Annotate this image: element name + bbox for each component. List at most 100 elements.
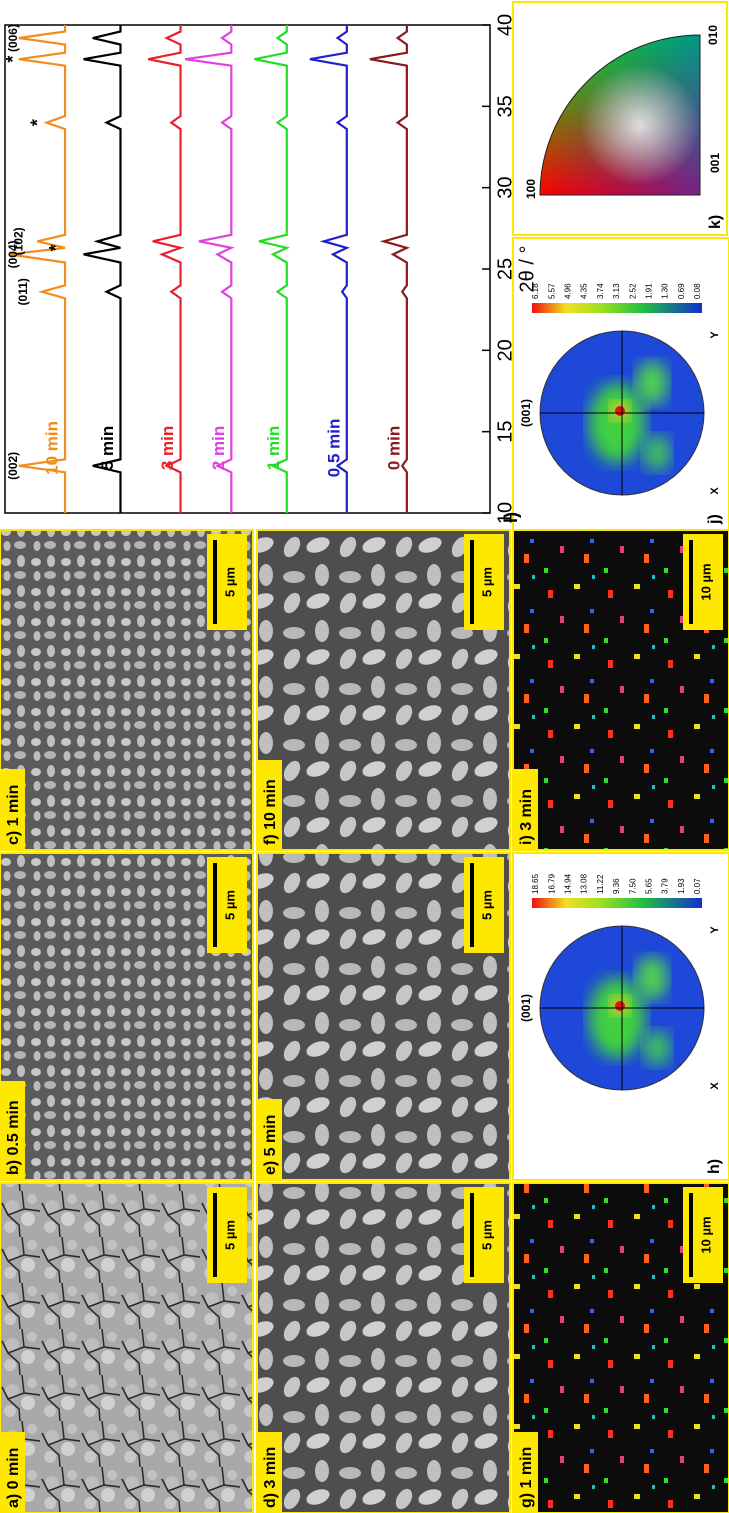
micrograph	[0, 1182, 254, 1513]
xrd-pattern	[83, 25, 122, 513]
peak-label: *	[3, 56, 23, 63]
scale-bar-label: 5 µm	[479, 1220, 494, 1250]
scale-bar-label: 5 µm	[222, 567, 237, 597]
x-tick-label: 10	[494, 502, 516, 524]
density-blob	[636, 956, 668, 1000]
micrograph	[0, 529, 254, 851]
series-label: 5 min	[98, 426, 117, 470]
ipf-corner: 100	[524, 179, 538, 199]
colorbar-label: 1.91	[645, 283, 654, 299]
panel-label: g) 1 min	[518, 1447, 535, 1508]
pole-density	[589, 956, 671, 1066]
colorbar-label: 3.79	[661, 878, 670, 894]
colorbar-label: 16.79	[547, 873, 556, 894]
chart-panel-label: l)	[501, 512, 521, 523]
label-box	[258, 760, 282, 849]
micrograph	[256, 852, 511, 1181]
scale-bar-label: 5 µm	[479, 567, 494, 597]
density-peak	[615, 406, 625, 416]
colorbar-label: 7.50	[628, 878, 637, 894]
scale-bar-label: 5 µm	[479, 890, 494, 920]
colorbar-label: 0.08	[693, 283, 702, 299]
plane-label: (001)	[519, 399, 533, 427]
scale-bar	[213, 1193, 217, 1277]
colorbar-group: 18.65 16.79 14.94 13.08 11.22 9.36 7.50 5.65 3.7…	[531, 873, 702, 908]
colorbar	[532, 303, 702, 313]
x-tick-label: 20	[494, 339, 516, 361]
label-box	[258, 1099, 282, 1179]
xrd-pattern	[254, 25, 291, 513]
micrograph	[512, 1182, 729, 1513]
x-tick-label: 25	[494, 258, 516, 280]
axis-y-label: Y	[709, 926, 721, 934]
series-label: 1 min	[264, 426, 283, 470]
x-tick-label: 15	[494, 421, 516, 443]
series-label: 10 min	[43, 421, 62, 475]
colorbar-label: 9.36	[612, 878, 621, 894]
x-tick-label: 40	[494, 14, 516, 36]
xrd-pattern	[147, 25, 185, 513]
series-label: 2 min	[209, 426, 228, 470]
label-box	[258, 1432, 282, 1512]
ipf-corner: 010	[706, 25, 720, 45]
colorbar-label: 3.74	[596, 283, 605, 299]
xrd-pattern	[369, 25, 410, 513]
ipf-corner: 001	[708, 153, 722, 173]
peak-label: *	[27, 119, 47, 126]
series-label: 0.5 min	[324, 419, 343, 478]
colorbar-label: 2.52	[628, 283, 637, 299]
peak-label: (011)	[16, 278, 30, 305]
colorbar-label: 0.07	[693, 878, 702, 894]
pole-density	[589, 361, 671, 471]
peak-label: (102)	[12, 227, 26, 255]
micrograph	[256, 1182, 511, 1513]
panel-label: e) 5 min	[262, 1115, 279, 1175]
peak-label: *	[46, 244, 66, 251]
density-blob	[643, 1030, 671, 1066]
colorbar-label: 6.18	[531, 283, 540, 299]
scale-bar	[689, 1193, 693, 1277]
scale-bar-label: 5 µm	[222, 890, 237, 920]
panel-label: h)	[706, 1159, 723, 1174]
panel-label: j)	[706, 514, 723, 525]
colorbar-label: 13.08	[580, 873, 589, 894]
ipf-outline	[539, 34, 701, 196]
peak-label: (004)	[6, 240, 20, 268]
x-tick-label: 35	[494, 95, 516, 117]
ipf-white	[580, 65, 700, 185]
colorbar-label: 4.35	[580, 283, 589, 299]
scale-bar	[689, 540, 693, 624]
series-label: 0 min	[384, 426, 403, 470]
label-box	[514, 1432, 538, 1512]
density-blob	[643, 435, 671, 471]
scale-bar	[470, 1193, 474, 1277]
peak-label: (002)	[6, 452, 20, 480]
micrograph	[256, 529, 511, 851]
density-blob	[589, 383, 645, 463]
colorbar-label: 5.57	[547, 283, 556, 299]
plane-label: (001)	[519, 994, 533, 1022]
x-tick-label: 30	[494, 177, 516, 199]
xrd-pattern	[184, 25, 235, 513]
label-box	[1, 769, 25, 849]
colorbar-label: 5.65	[645, 878, 654, 894]
scale-bar	[213, 540, 217, 624]
panel-label: f) 10 min	[262, 779, 279, 845]
axis-x-label: X	[709, 1082, 721, 1090]
colorbar-label: 1.30	[661, 283, 670, 299]
colorbar-group: 6.18 5.57 4.96 4.35 3.74 3.13 2.52 1.91 1.30 0.69…	[531, 283, 702, 313]
label-box	[514, 769, 538, 849]
panel-label: d) 3 min	[262, 1447, 279, 1508]
x-axis-label: 2θ / °	[516, 246, 538, 293]
scale-bar	[470, 863, 474, 947]
panel-label: k)	[707, 215, 724, 229]
xrd-pattern	[309, 25, 350, 513]
density-peak	[615, 1001, 625, 1011]
label-box	[1, 1081, 25, 1179]
density-blob	[589, 978, 645, 1058]
panel-label: a) 0 min	[5, 1448, 22, 1508]
scale-bar-label: 5 µm	[222, 1220, 237, 1250]
